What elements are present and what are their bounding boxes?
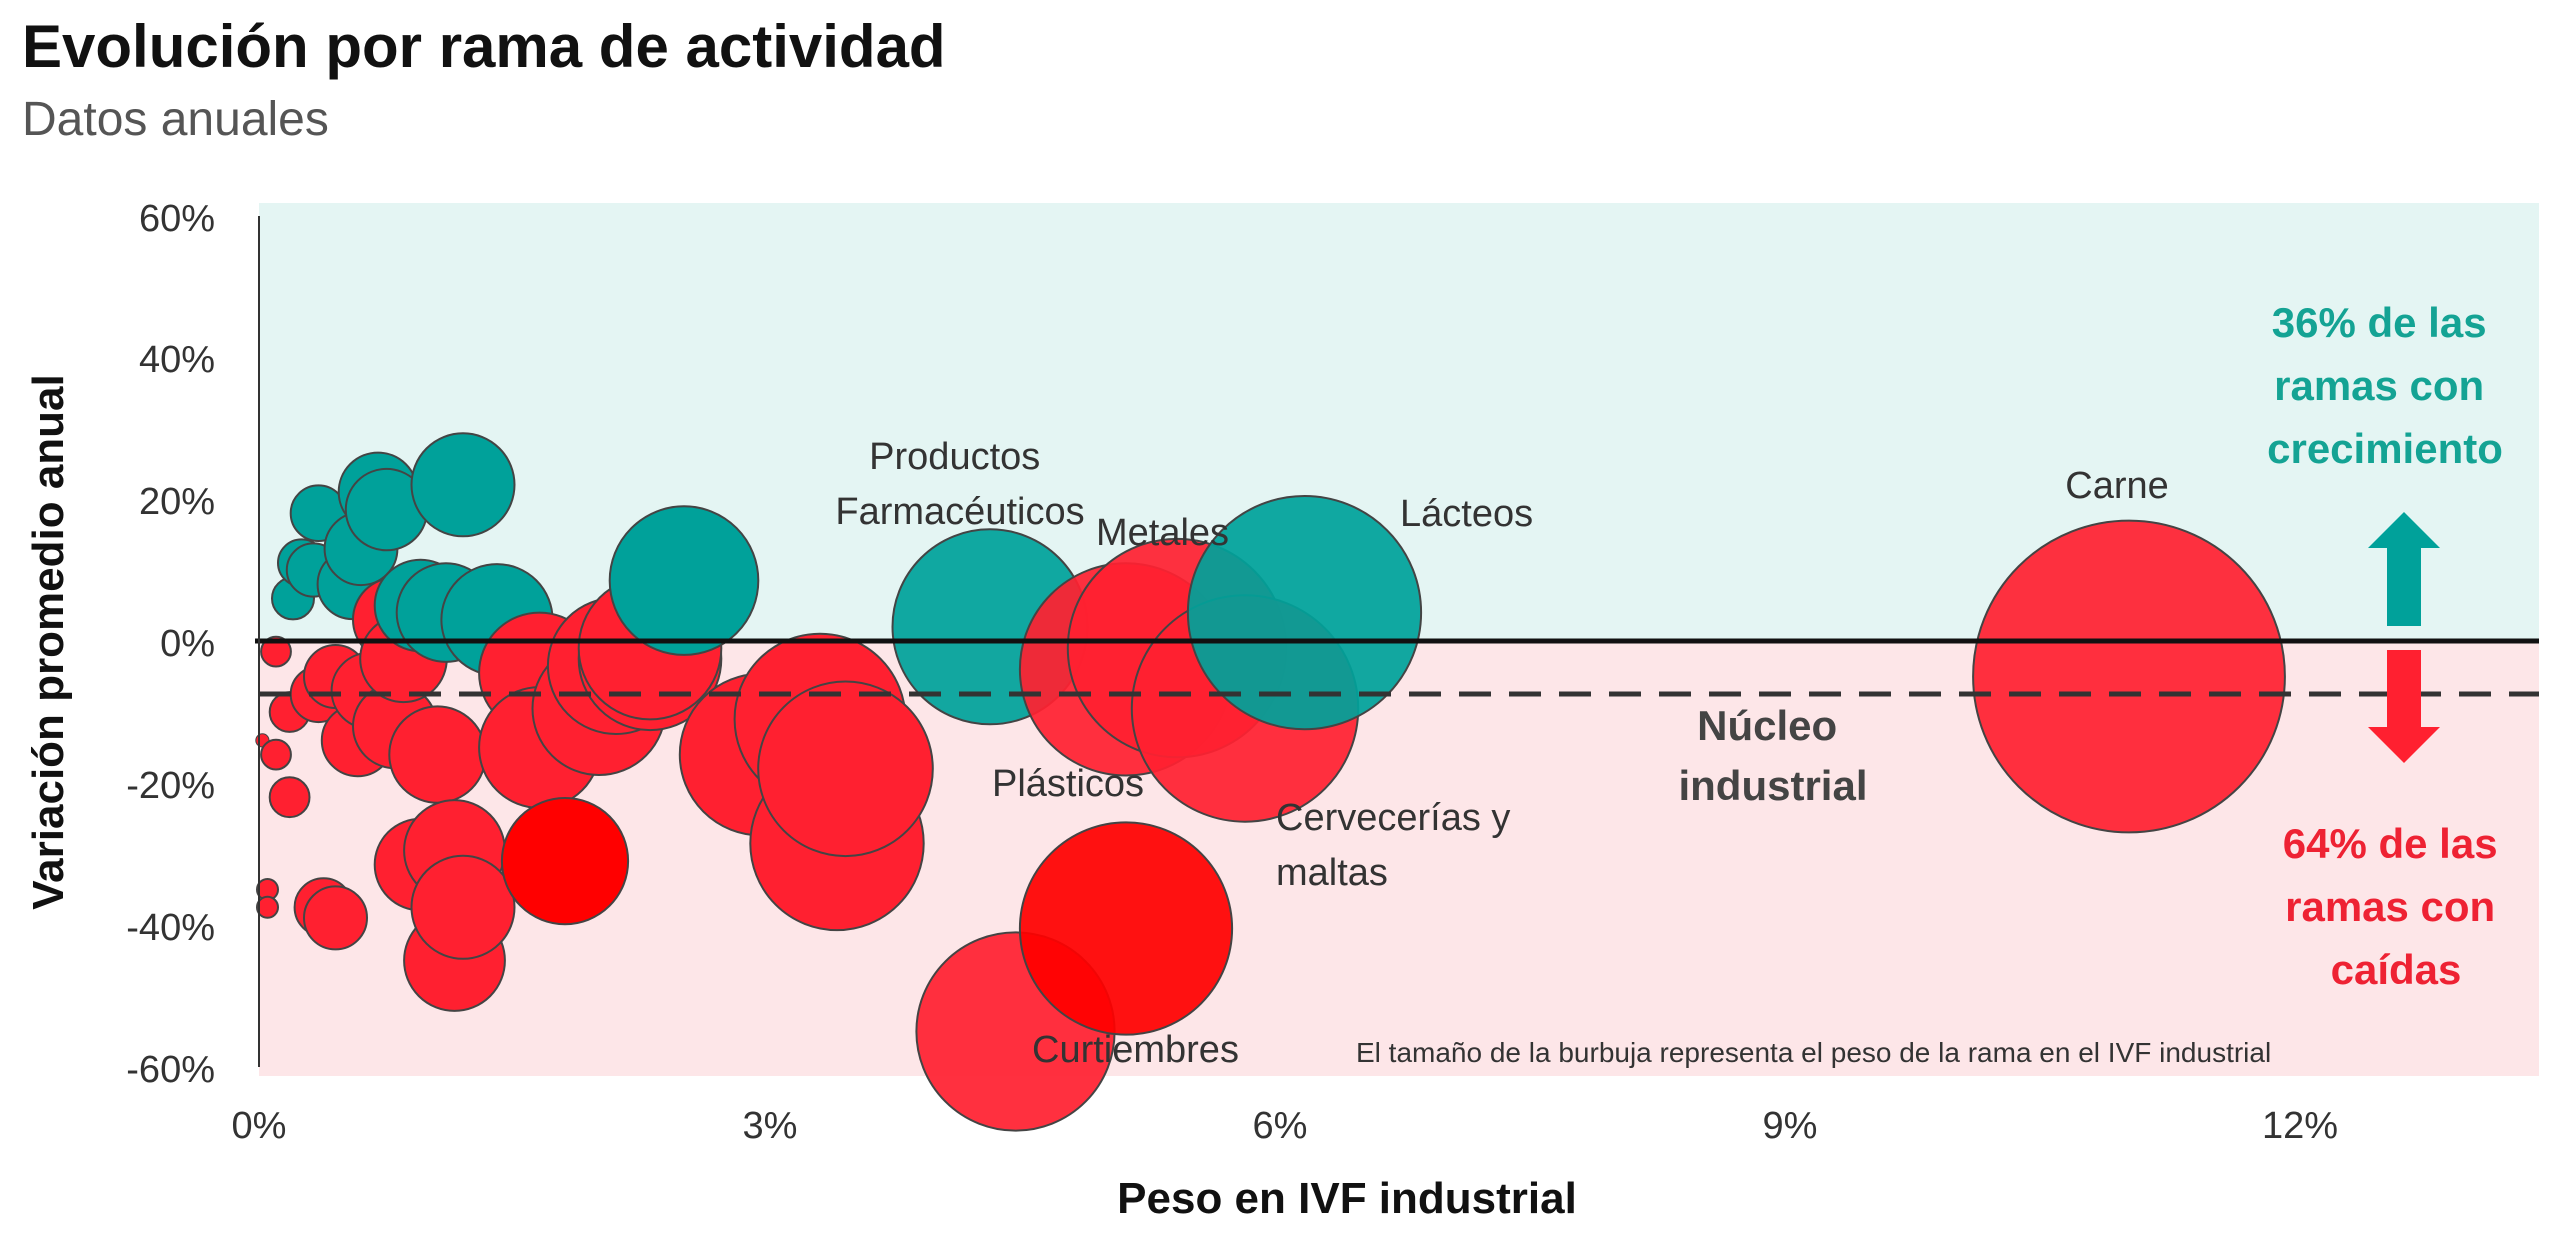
bubble-size-note: El tamaño de la burbuja representa el pe… (1356, 1037, 2271, 1068)
bubble (757, 680, 934, 858)
y-tick-label: -20% (126, 765, 215, 807)
bubble (268, 776, 311, 819)
bubble (260, 738, 292, 771)
bubble-label-lacteos: Lácteos (1400, 493, 1533, 535)
x-tick-label: 6% (1253, 1105, 1308, 1147)
bubble (608, 505, 760, 656)
label-line: maltas (1276, 852, 1388, 894)
y-tick-label: 20% (139, 481, 215, 523)
bubble-label-plasticos: Plásticos (992, 763, 1144, 805)
label-line: 64% de las (2283, 820, 2498, 867)
label-line: caídas (2331, 946, 2462, 993)
x-tick-label: 3% (743, 1105, 798, 1147)
bubble (500, 797, 630, 926)
y-tick-label: -60% (126, 1049, 215, 1091)
bubble (410, 432, 516, 538)
bubble (256, 895, 279, 919)
label-line: 36% de las (2272, 299, 2487, 346)
bubble (1018, 821, 1234, 1036)
y-tick-label: 60% (139, 198, 215, 240)
label-line: Cervecerías y (1276, 797, 1510, 839)
x-tick-label: 9% (1763, 1105, 1818, 1147)
bubble-label-farmaceuticos: Productos Farmacéuticos (835, 436, 1084, 533)
bubble (410, 854, 516, 960)
up-arrow-icon (2368, 512, 2440, 626)
x-tick-labels: 0% 3% 6% 9% 12% (232, 1105, 2338, 1147)
x-axis-title: Peso en IVF industrial (1117, 1174, 1577, 1223)
chart-subtitle: Datos anuales (22, 93, 329, 146)
label-line: industrial (1678, 762, 1867, 809)
decline-summary-label: 64% de las ramas con caídas (2283, 820, 2509, 993)
x-tick-label: 0% (232, 1105, 287, 1147)
label-line: crecimiento (2267, 425, 2503, 472)
x-tick-label: 12% (2262, 1105, 2338, 1147)
bubble (303, 885, 368, 951)
label-line: ramas con (2285, 883, 2495, 930)
bubble-carne (1972, 519, 2286, 834)
y-axis-title: Variación promedio anual (24, 374, 73, 909)
y-tick-label: 40% (139, 339, 215, 381)
bubbles-layer (255, 432, 2286, 1132)
y-tick-label: 0% (160, 623, 215, 665)
core-industrial-label: Núcleo industrial (1678, 702, 1867, 809)
bubble-label-metales: Metales (1096, 512, 1229, 554)
bubble-label-cervecerias: Cervecerías y maltas (1276, 797, 1521, 894)
bubble (388, 705, 487, 804)
down-arrow-icon (2368, 650, 2440, 763)
bubble (260, 635, 292, 668)
y-tick-labels: 60% 40% 20% 0% -20% -40% -60% (126, 198, 215, 1091)
label-line: Productos (869, 436, 1040, 478)
label-line: Núcleo (1697, 702, 1837, 749)
y-tick-label: -40% (126, 907, 215, 949)
chart-title: Evolución por rama de actividad (22, 13, 946, 80)
bubble-label-carne: Carne (2065, 465, 2169, 507)
label-line: ramas con (2274, 362, 2484, 409)
bubble-label-curtiembres: Curtiembres (1032, 1029, 1239, 1071)
label-line: Farmacéuticos (835, 491, 1084, 533)
growth-summary-label: 36% de las ramas con crecimiento (2267, 299, 2503, 472)
bubble-lácteos (1186, 494, 1423, 731)
